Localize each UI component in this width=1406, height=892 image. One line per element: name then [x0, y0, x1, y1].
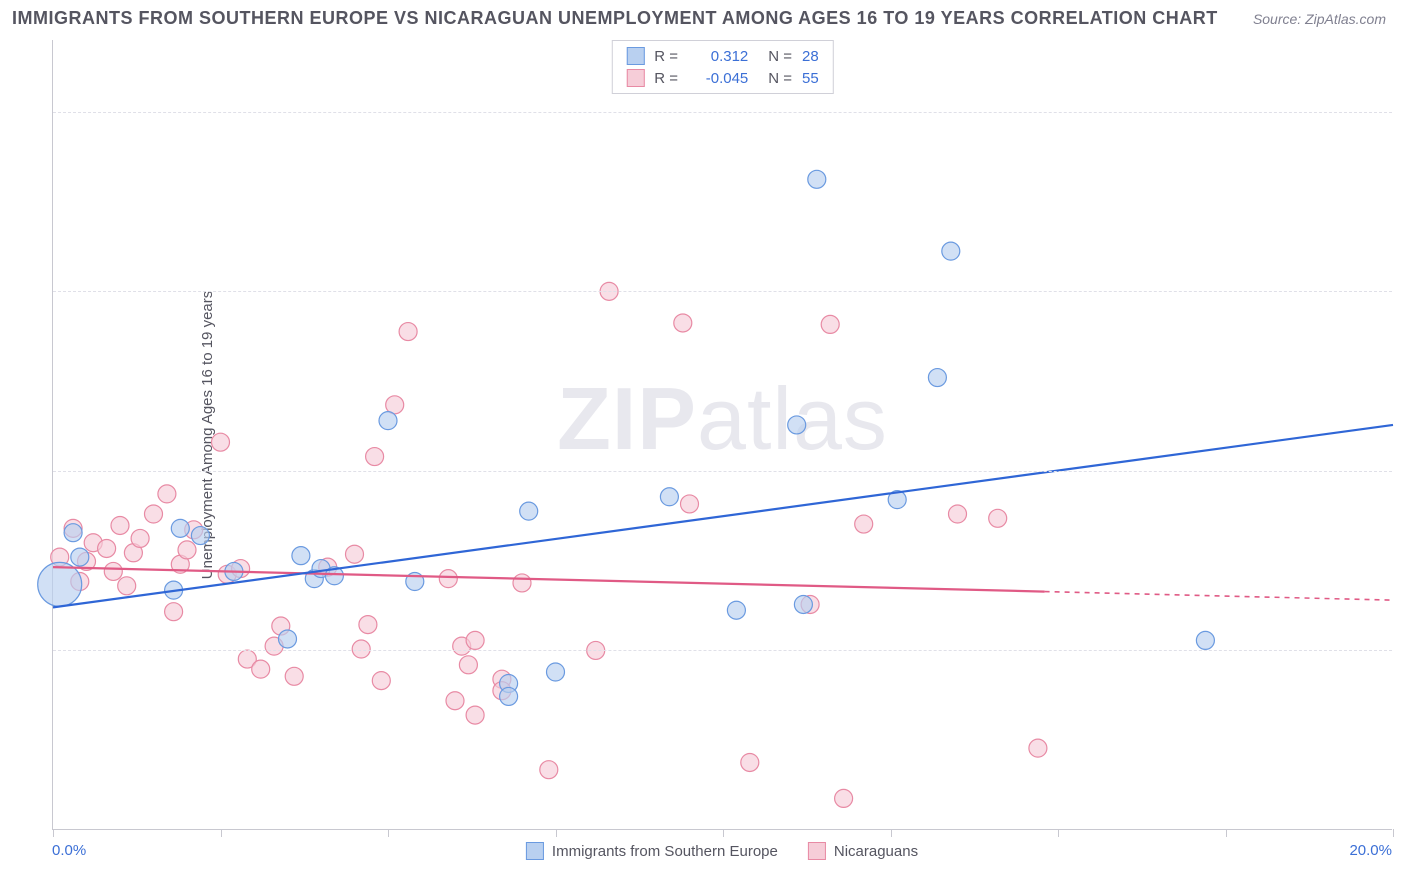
- gridline: [53, 650, 1392, 651]
- data-point-southern-europe: [1196, 631, 1214, 649]
- data-point-nicaraguans: [540, 761, 558, 779]
- gridline: [53, 471, 1392, 472]
- x-tick: [556, 829, 557, 837]
- trend-line-southern-europe: [53, 425, 1393, 607]
- legend-label: Nicaraguans: [834, 843, 918, 860]
- gridline: [53, 291, 1392, 292]
- gridline: [53, 112, 1392, 113]
- data-point-nicaraguans: [346, 545, 364, 563]
- data-point-southern-europe: [64, 524, 82, 542]
- data-point-nicaraguans: [949, 505, 967, 523]
- data-point-nicaraguans: [513, 574, 531, 592]
- data-point-nicaraguans: [459, 656, 477, 674]
- data-point-nicaraguans: [178, 541, 196, 559]
- data-point-nicaraguans: [466, 631, 484, 649]
- data-point-nicaraguans: [352, 640, 370, 658]
- data-point-nicaraguans: [131, 529, 149, 547]
- data-point-nicaraguans: [366, 448, 384, 466]
- data-point-southern-europe: [379, 412, 397, 430]
- legend-item-nicaraguans: Nicaraguans: [808, 842, 918, 860]
- data-point-nicaraguans: [111, 516, 129, 534]
- x-max-label: 20.0%: [1349, 842, 1392, 859]
- data-point-southern-europe: [279, 630, 297, 648]
- x-tick: [1226, 829, 1227, 837]
- data-point-southern-europe: [38, 562, 82, 606]
- data-point-southern-europe: [171, 519, 189, 537]
- x-tick: [221, 829, 222, 837]
- legend-item-southern-europe: Immigrants from Southern Europe: [526, 842, 778, 860]
- x-min-label: 0.0%: [52, 842, 86, 859]
- data-point-nicaraguans: [359, 616, 377, 634]
- data-point-southern-europe: [71, 548, 89, 566]
- data-point-nicaraguans: [674, 314, 692, 332]
- data-point-southern-europe: [942, 242, 960, 260]
- data-point-southern-europe: [727, 601, 745, 619]
- series-legend: Immigrants from Southern Europe Nicaragua…: [526, 842, 918, 860]
- data-point-southern-europe: [794, 595, 812, 613]
- data-point-southern-europe: [191, 527, 209, 545]
- legend-swatch: [526, 842, 544, 860]
- scatter-plot: [53, 40, 1392, 829]
- data-point-southern-europe: [928, 369, 946, 387]
- data-point-nicaraguans: [158, 485, 176, 503]
- data-point-nicaraguans: [1029, 739, 1047, 757]
- data-point-nicaraguans: [835, 789, 853, 807]
- data-point-southern-europe: [660, 488, 678, 506]
- data-point-southern-europe: [520, 502, 538, 520]
- data-point-nicaraguans: [439, 570, 457, 588]
- data-point-nicaraguans: [104, 562, 122, 580]
- data-point-southern-europe: [292, 547, 310, 565]
- data-point-nicaraguans: [855, 515, 873, 533]
- data-point-nicaraguans: [741, 753, 759, 771]
- legend-label: Immigrants from Southern Europe: [552, 843, 778, 860]
- chart-title: IMMIGRANTS FROM SOUTHERN EUROPE VS NICAR…: [12, 8, 1218, 29]
- data-point-nicaraguans: [466, 706, 484, 724]
- data-point-nicaraguans: [989, 509, 1007, 527]
- x-tick: [1058, 829, 1059, 837]
- data-point-nicaraguans: [285, 667, 303, 685]
- x-tick: [1393, 829, 1394, 837]
- x-tick: [53, 829, 54, 837]
- x-tick: [891, 829, 892, 837]
- data-point-nicaraguans: [212, 433, 230, 451]
- data-point-southern-europe: [788, 416, 806, 434]
- x-tick: [723, 829, 724, 837]
- data-point-nicaraguans: [145, 505, 163, 523]
- data-point-southern-europe: [500, 687, 518, 705]
- data-point-nicaraguans: [681, 495, 699, 513]
- trend-line-dashed-nicaraguans: [1045, 592, 1393, 601]
- data-point-nicaraguans: [118, 577, 136, 595]
- data-point-southern-europe: [547, 663, 565, 681]
- data-point-southern-europe: [808, 170, 826, 188]
- legend-swatch: [808, 842, 826, 860]
- data-point-nicaraguans: [399, 323, 417, 341]
- x-tick: [388, 829, 389, 837]
- data-point-nicaraguans: [165, 603, 183, 621]
- chart-area: Unemployment Among Ages 16 to 19 years Z…: [52, 40, 1392, 830]
- data-point-nicaraguans: [98, 539, 116, 557]
- source-label: Source: ZipAtlas.com: [1253, 11, 1386, 27]
- x-axis: 0.0% Immigrants from Southern Europe Nica…: [52, 842, 1392, 882]
- data-point-nicaraguans: [446, 692, 464, 710]
- data-point-nicaraguans: [372, 672, 390, 690]
- data-point-nicaraguans: [252, 660, 270, 678]
- data-point-nicaraguans: [821, 315, 839, 333]
